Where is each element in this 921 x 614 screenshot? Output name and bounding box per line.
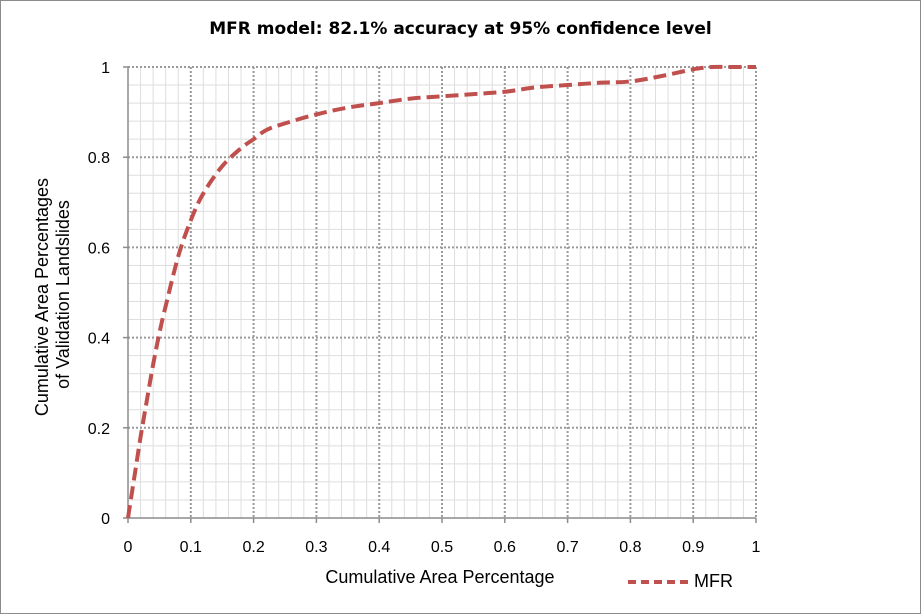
x-tick-label: 0.3 [305,539,327,556]
x-tick-label: 0.1 [180,539,202,556]
y-tick-labels: 0 0.2 0.4 0.6 0.8 1 [88,60,110,528]
series-line-mfr [126,64,756,519]
minor-grid [128,67,756,518]
legend-label-mfr: MFR [694,571,733,591]
major-grid [128,66,757,518]
x-tick-label: 0.5 [431,539,453,556]
x-tick-label: 0.7 [556,539,578,556]
y-tick-label: 0.4 [88,331,110,348]
x-tick-label: 0.9 [682,539,704,556]
x-tick-label: 0.8 [619,539,641,556]
y-axis-title-line-1: Cumulative Area Percentages [32,178,52,416]
x-tick-label: 0.6 [494,539,516,556]
y-tick-label: 0.8 [88,150,110,167]
x-tick-label: 0 [124,539,133,556]
legend-swatch-mfr [628,579,688,584]
y-tick-label: 0 [101,511,110,528]
y-axis-title: Cumulative Area Percentages of Validatio… [32,173,73,416]
x-tick-label: 1 [752,539,761,556]
y-axis-title-line-2: of Validation Landslides [53,200,73,389]
axes [123,66,757,523]
x-tick-label: 0.2 [242,539,264,556]
series-layer [126,64,756,519]
legend: MFR [628,571,733,592]
x-tick-labels: 0 0.1 0.2 0.3 0.4 0.5 0.6 0.7 0.8 0.9 1 [124,539,761,556]
chart-title: MFR model: 82.1% accuracy at 95% confide… [209,19,712,39]
y-tick-label: 0.2 [88,421,110,438]
y-tick-label: 1 [101,60,110,77]
x-axis-title: Cumulative Area Percentage [325,567,554,587]
x-tick-label: 0.4 [368,539,390,556]
y-tick-label: 0.6 [88,240,110,257]
